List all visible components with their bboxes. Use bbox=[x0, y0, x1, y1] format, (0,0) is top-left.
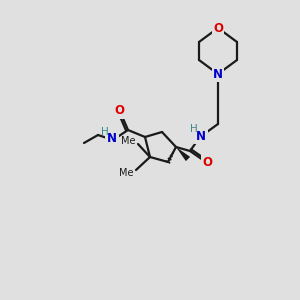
Text: H: H bbox=[101, 127, 109, 137]
Text: N: N bbox=[107, 131, 117, 145]
Text: H: H bbox=[190, 124, 198, 134]
Text: N: N bbox=[196, 130, 206, 142]
Text: Me: Me bbox=[119, 168, 133, 178]
Polygon shape bbox=[176, 147, 190, 161]
Text: N: N bbox=[213, 68, 223, 80]
Text: Me: Me bbox=[121, 136, 135, 146]
Text: O: O bbox=[213, 22, 223, 34]
Text: O: O bbox=[202, 155, 212, 169]
Text: O: O bbox=[114, 104, 124, 118]
